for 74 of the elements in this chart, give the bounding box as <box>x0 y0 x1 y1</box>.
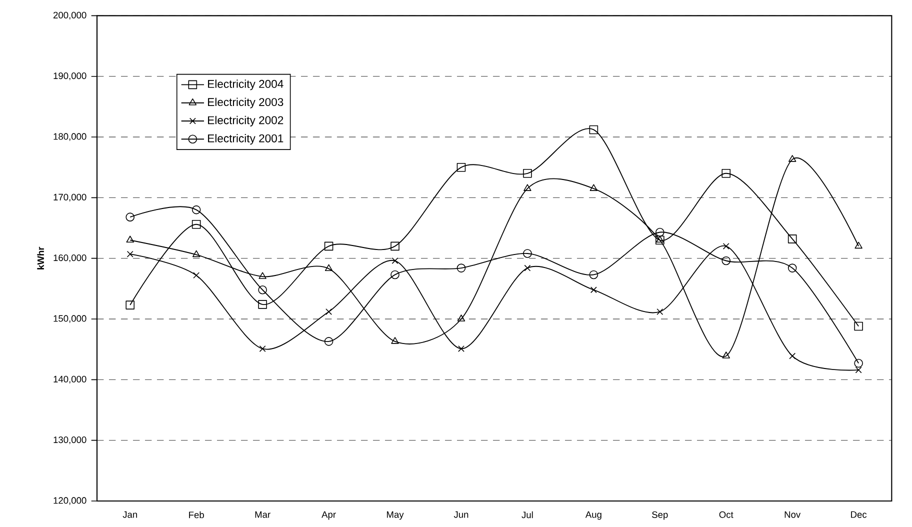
point <box>788 234 797 244</box>
y-tick-label: 130,000 <box>54 436 86 444</box>
point <box>126 212 135 222</box>
y-axis-title: kWhr <box>37 246 44 270</box>
point <box>788 264 797 272</box>
x-tick-label: Jul <box>522 511 533 518</box>
point <box>126 300 135 310</box>
point <box>326 308 332 315</box>
point <box>722 169 731 178</box>
point <box>392 258 398 264</box>
point <box>854 242 862 249</box>
y-tick-label: 150,000 <box>54 315 86 323</box>
point <box>192 205 201 214</box>
point <box>854 358 863 368</box>
point <box>789 352 796 360</box>
point <box>391 337 399 344</box>
point <box>259 346 266 352</box>
point <box>456 264 466 272</box>
x-tick-label: Sep <box>652 511 668 520</box>
point <box>458 346 464 352</box>
point <box>655 228 664 237</box>
point <box>589 270 598 280</box>
x-tick-label: Aug <box>585 511 602 520</box>
point <box>656 236 664 243</box>
x-tick-label: Oct <box>719 511 734 518</box>
x-tick-label: Jan <box>122 511 137 518</box>
x-tick-label: May <box>386 511 404 520</box>
x-tick-label: Feb <box>189 511 204 518</box>
x-tick-label: Nov <box>784 511 801 518</box>
point <box>855 366 862 374</box>
y-tick-label: 160,000 <box>54 254 86 262</box>
x-tick-label: Dec <box>851 511 867 518</box>
legend-label: Electricity 2003 <box>208 98 284 108</box>
point <box>523 249 532 258</box>
point <box>655 236 664 245</box>
y-tick-label: 180,000 <box>54 133 86 141</box>
y-tick-label: 200,000 <box>53 12 86 20</box>
point <box>192 250 200 258</box>
point <box>722 242 730 250</box>
point <box>722 352 730 358</box>
point <box>788 155 796 162</box>
point <box>854 322 863 331</box>
y-tick-label: 140,000 <box>54 376 86 384</box>
point <box>258 272 266 279</box>
point <box>590 286 597 294</box>
point <box>126 236 134 243</box>
point <box>126 250 134 258</box>
x-tick-label: Mar <box>255 511 270 518</box>
legend-label: Electricity 2004 <box>208 80 284 90</box>
legend-label: Electricity 2002 <box>208 116 284 126</box>
point <box>457 314 466 322</box>
point <box>656 308 664 315</box>
legend-label: Electricity 2001 <box>208 134 284 145</box>
point <box>390 270 400 280</box>
point <box>258 300 267 309</box>
point <box>324 264 333 272</box>
point <box>193 272 200 279</box>
point <box>524 264 531 272</box>
point <box>258 285 267 294</box>
point <box>456 162 466 172</box>
x-tick-label: Apr <box>322 511 336 520</box>
point <box>192 220 201 229</box>
point <box>390 242 400 251</box>
point <box>590 184 598 191</box>
x-tick-label: Jun <box>454 511 468 518</box>
point <box>722 256 731 266</box>
point <box>324 242 334 251</box>
point <box>324 337 334 346</box>
point <box>523 169 532 178</box>
point <box>524 184 532 191</box>
y-tick-label: 190,000 <box>54 72 86 80</box>
y-tick-label: 120,000 <box>54 497 86 505</box>
point <box>589 125 598 134</box>
y-tick-label: 170,000 <box>54 194 86 202</box>
